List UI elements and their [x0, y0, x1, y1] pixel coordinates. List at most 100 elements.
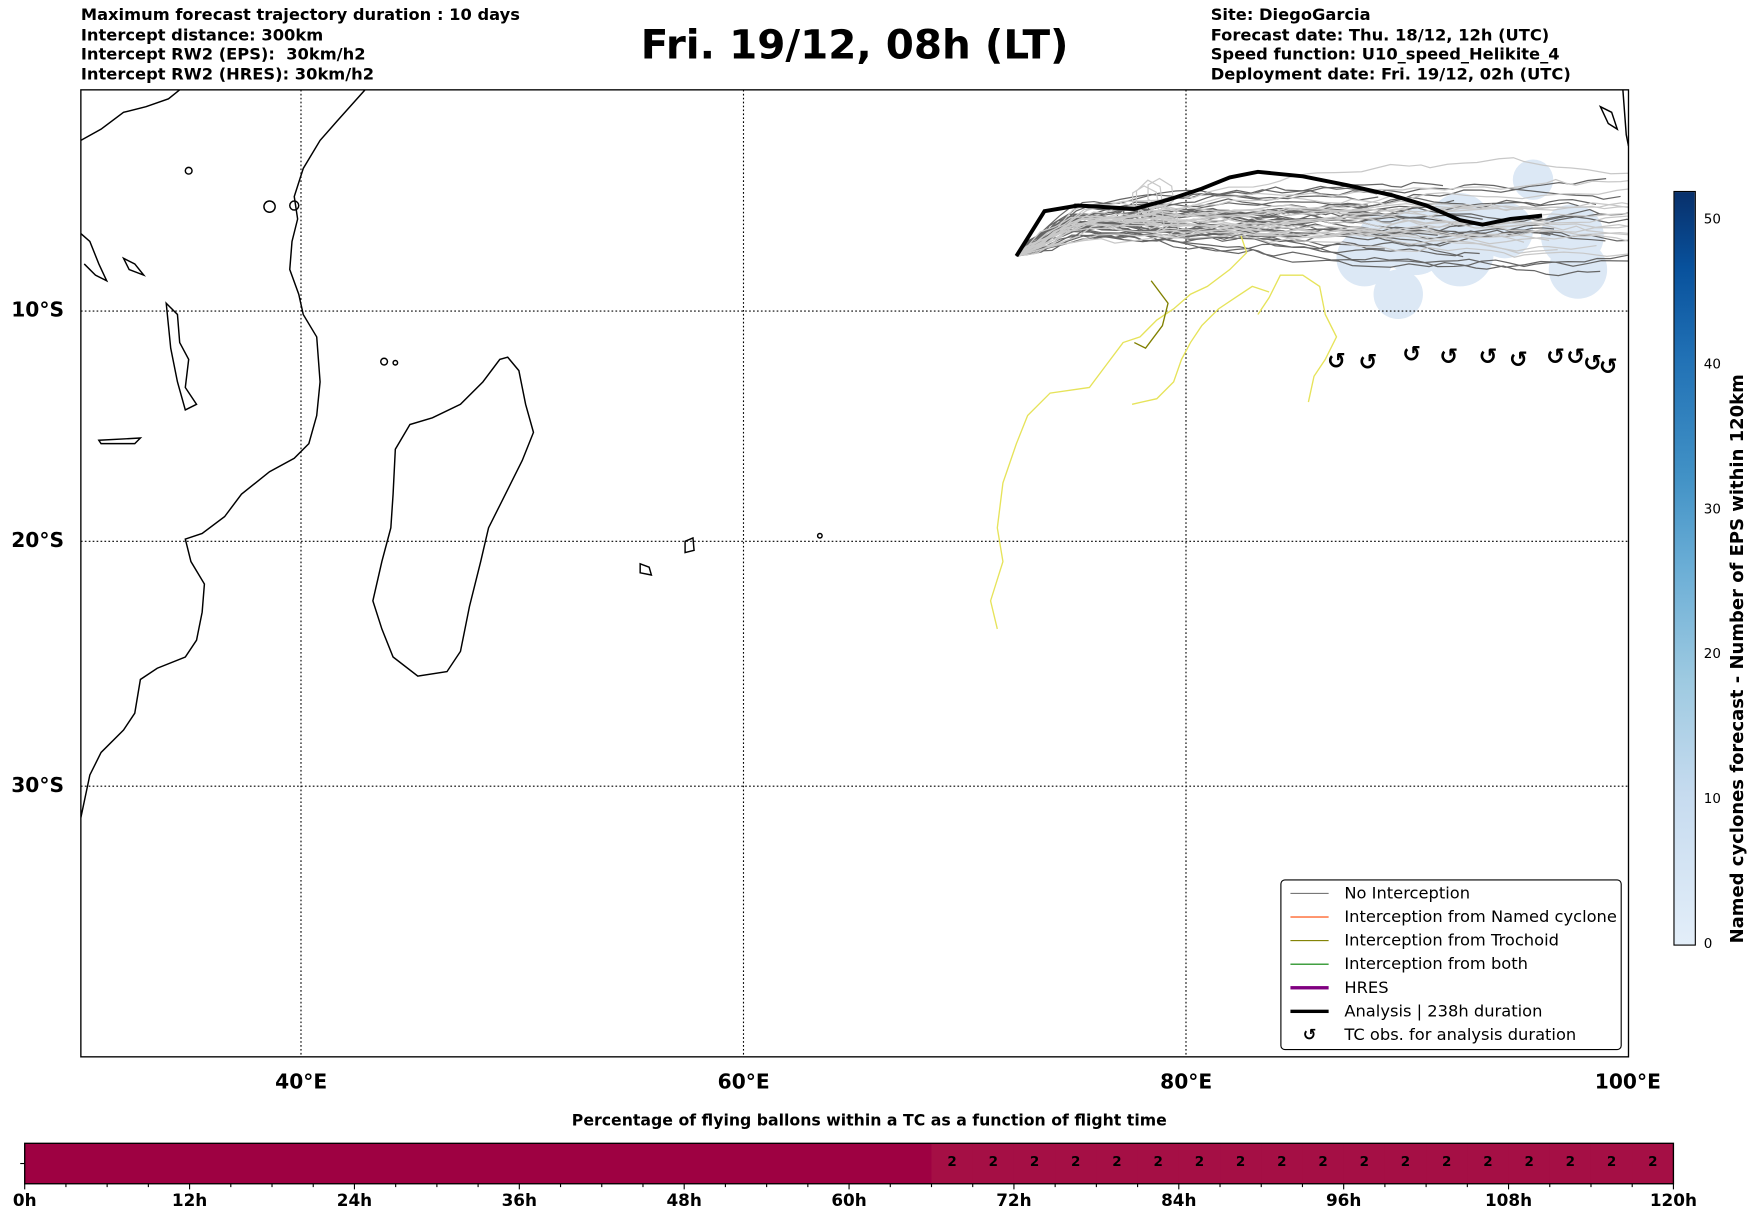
bar-title: Percentage of flying ballons within a TC… [571, 1111, 1167, 1130]
line-swatch [1290, 892, 1329, 894]
bar-tick-label: 72h [996, 1190, 1032, 1211]
header-line: Intercept RW2 (HRES): 30km/h2 [80, 65, 375, 84]
tc-obs-icon: ↺ [1302, 1025, 1317, 1044]
colorbar-label: Named cyclones forecast - Number of EPS … [1726, 374, 1748, 944]
trajectory-line [1016, 188, 1629, 257]
map-frame [80, 89, 1630, 1058]
coastlines [80, 89, 1629, 818]
tc-obs-icon: ↺ [1566, 344, 1585, 370]
lon-label: 80°E [1160, 1070, 1213, 1094]
tc-obs-icon: ↺ [1509, 347, 1528, 373]
bar-tick-label: 120h [1649, 1190, 1698, 1211]
trajectory-line [1016, 234, 1601, 277]
trajectory-line [1016, 219, 1525, 257]
density-blob [1426, 219, 1494, 287]
legend-item-named-cyclone: Interception from Named cyclone [1281, 905, 1617, 929]
legend-label: HRES [1344, 978, 1389, 997]
arabia-coast [80, 89, 181, 142]
bar-cell-value: 2 [1277, 1153, 1287, 1170]
legend-item-tc-obs: ↺ TC obs. for analysis duration [1281, 1023, 1577, 1047]
header-line: Forecast date: Thu. 18/12, 12h (UTC) [1210, 26, 1550, 45]
bar-cell-value: 2 [1071, 1153, 1081, 1170]
trajectory-line [1016, 225, 1629, 257]
header-line: Deployment date: Fri. 19/12, 02h (UTC) [1210, 65, 1571, 84]
bar-cell-value: 2 [1524, 1153, 1534, 1170]
sumatra-coast [1622, 89, 1629, 147]
bar-cell-value: 2 [988, 1153, 999, 1170]
bar-cell-value: 2 [1606, 1153, 1617, 1170]
bar-cell-value: 2 [1648, 1153, 1658, 1170]
header-line: Intercept distance: 300km [80, 26, 324, 45]
colorbar-tick: 20 [1703, 645, 1721, 662]
colorbar [1673, 190, 1696, 946]
lat-label: 20°S [11, 528, 65, 553]
tc-obs-icon: ↺ [1439, 344, 1458, 370]
header-line: Speed function: U10_speed_Helikite_4 [1210, 46, 1560, 65]
bar-cell-value: 2 [1565, 1153, 1576, 1170]
legend-item-no-interception: No Interception [1281, 882, 1470, 906]
trajectory-line [1016, 209, 1629, 257]
legend-label: Interception from Named cyclone [1344, 908, 1617, 926]
trajectory-line [1016, 229, 1629, 258]
density-blob [1373, 269, 1423, 319]
island [97, 437, 143, 445]
trochoid-interception-line [1134, 280, 1169, 350]
island [639, 562, 653, 576]
colorbar-tick: 40 [1703, 356, 1721, 372]
tc-obs-icon: ↺ [1402, 342, 1421, 368]
island [165, 301, 198, 411]
page-title: Fri. 19/12, 08h (LT) [640, 22, 1069, 69]
trajectory-line [1016, 231, 1629, 268]
bar-cell-value: 2 [1112, 1153, 1122, 1170]
header-line: Intercept RW2 (EPS): 30km/h2 [80, 46, 366, 65]
bar-tick-label: 0h [12, 1190, 37, 1211]
bar-cell-value: 2 [1194, 1153, 1205, 1170]
bar-cell-value: 2 [1153, 1153, 1163, 1170]
somalia-coast [80, 233, 109, 283]
colorbar-tick: 0 [1703, 935, 1713, 952]
bar-cell-value: 2 [1029, 1153, 1040, 1170]
legend-item-both: Interception from both [1281, 952, 1528, 976]
tc-obs-icon: ↺ [1327, 348, 1346, 374]
tc-obs-markers: ↺ ↺ ↺ ↺ ↺ ↺ ↺ ↺↺↺ [1327, 342, 1618, 380]
legend-item-trochoid: Interception from Trochoid [1281, 929, 1559, 953]
sri-lanka-coast [1598, 105, 1619, 131]
tc-obs-icon: ↺ [1583, 351, 1602, 377]
legend-label: TC obs. for analysis duration [1344, 1025, 1577, 1044]
bar-tick-label: 12h [171, 1190, 208, 1211]
analysis-trajectory [1014, 169, 1543, 258]
header-left: Maximum forecast trajectory duration : 1… [81, 7, 520, 86]
colorbar-tick: 30 [1703, 500, 1721, 517]
bar-cell-value: 2 [1235, 1153, 1246, 1170]
line-swatch [1290, 986, 1329, 990]
bar-tick-label: 36h [501, 1190, 538, 1211]
bar-cell-value: 2 [1400, 1153, 1411, 1170]
bar-cell-value: 2 [947, 1153, 957, 1170]
legend-label: Interception from both [1344, 955, 1528, 974]
tc-obs-icon: ↺ [1546, 344, 1565, 370]
trajectory-line [1016, 216, 1629, 257]
bar-cell-value: 2 [1359, 1153, 1369, 1170]
line-swatch [1290, 1009, 1329, 1014]
bar-tick-label: 96h [1325, 1190, 1362, 1211]
legend-item-hres: HRES [1281, 976, 1389, 1000]
lat-label: 10°S [11, 298, 65, 323]
header-line: Maximum forecast trajectory duration : 1… [80, 6, 520, 25]
trochoid-trajectories [989, 235, 1338, 630]
trochoid-line [1257, 274, 1338, 403]
trochoid-line [989, 235, 1248, 630]
africa-coast [80, 89, 366, 818]
trajectory-line [1015, 202, 1629, 257]
trajectory-line [1015, 189, 1379, 257]
bar-cell-value: 2 [1483, 1153, 1493, 1170]
bar-tick-label: 108h [1484, 1190, 1533, 1211]
colorbar-tick: 50 [1703, 211, 1721, 227]
gridlines [80, 89, 1629, 1057]
line-swatch [1290, 963, 1329, 965]
lon-label: 40°E [275, 1070, 328, 1094]
lon-label: 100°E [1594, 1070, 1661, 1094]
tc-obs-icon: ↺ [1359, 349, 1378, 375]
bar-cell-value: 2 [1318, 1153, 1328, 1170]
